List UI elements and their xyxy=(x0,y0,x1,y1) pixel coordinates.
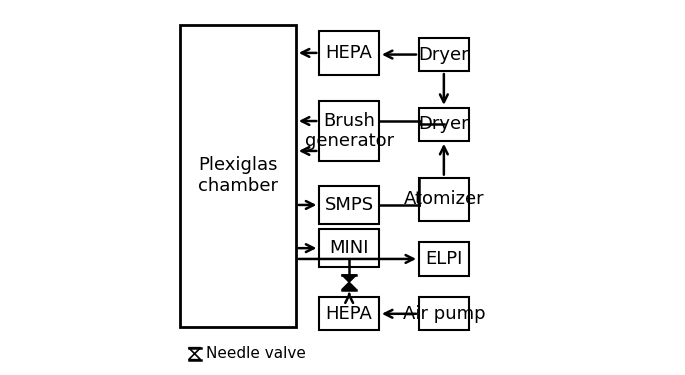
FancyBboxPatch shape xyxy=(419,108,469,141)
FancyBboxPatch shape xyxy=(419,177,469,221)
Text: Air pump: Air pump xyxy=(403,305,485,323)
Text: ELPI: ELPI xyxy=(425,250,462,268)
Text: HEPA: HEPA xyxy=(325,305,373,323)
Text: Plexiglas
chamber: Plexiglas chamber xyxy=(198,156,278,195)
Polygon shape xyxy=(342,282,356,290)
Polygon shape xyxy=(188,354,201,360)
FancyBboxPatch shape xyxy=(319,186,379,224)
Text: Dryer: Dryer xyxy=(419,46,469,64)
Polygon shape xyxy=(342,275,356,282)
Polygon shape xyxy=(188,348,201,354)
FancyBboxPatch shape xyxy=(319,31,379,75)
Text: HEPA: HEPA xyxy=(325,44,373,62)
Text: SMPS: SMPS xyxy=(325,196,374,214)
FancyBboxPatch shape xyxy=(419,242,469,276)
FancyBboxPatch shape xyxy=(419,38,469,71)
FancyBboxPatch shape xyxy=(179,25,296,327)
Text: Atomizer: Atomizer xyxy=(403,190,484,208)
Text: Needle valve: Needle valve xyxy=(206,346,306,361)
FancyBboxPatch shape xyxy=(319,297,379,330)
Text: Brush
generator: Brush generator xyxy=(305,112,394,150)
FancyBboxPatch shape xyxy=(319,101,379,161)
Text: MINI: MINI xyxy=(329,239,369,257)
Text: Dryer: Dryer xyxy=(419,116,469,134)
FancyBboxPatch shape xyxy=(419,297,469,330)
FancyBboxPatch shape xyxy=(319,229,379,267)
